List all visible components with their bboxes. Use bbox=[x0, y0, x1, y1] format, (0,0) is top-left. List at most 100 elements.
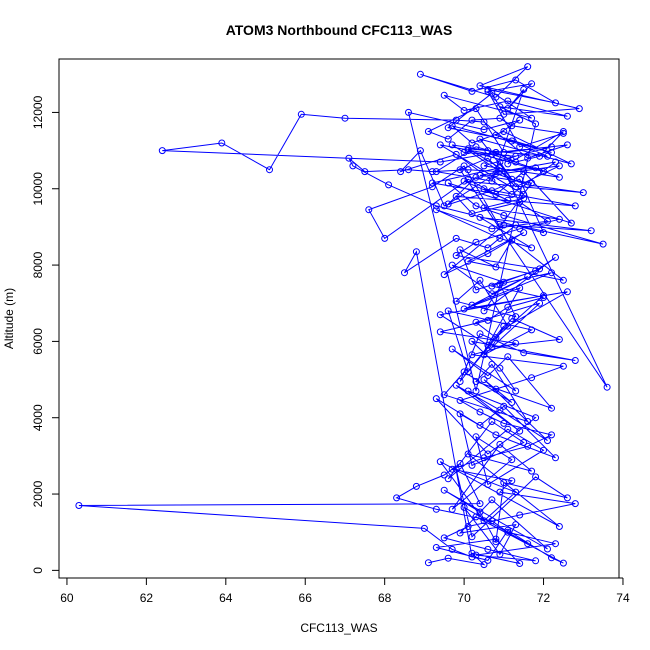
data-point bbox=[464, 147, 472, 155]
data-point bbox=[492, 535, 500, 543]
data-point bbox=[472, 551, 480, 559]
data-point bbox=[472, 143, 480, 151]
data-point bbox=[436, 458, 444, 466]
data-point bbox=[440, 486, 448, 494]
data-point bbox=[552, 158, 559, 166]
data-point bbox=[476, 135, 484, 143]
data-point bbox=[603, 383, 611, 391]
data-point bbox=[520, 229, 528, 237]
data-point bbox=[496, 114, 504, 122]
data-point bbox=[488, 360, 496, 368]
data-point bbox=[559, 362, 567, 370]
data-point bbox=[512, 488, 520, 496]
data-point bbox=[524, 273, 532, 280]
data-point bbox=[571, 500, 579, 508]
data-point bbox=[504, 105, 512, 113]
data-point bbox=[460, 149, 468, 156]
data-point bbox=[444, 200, 452, 208]
data-point bbox=[504, 196, 512, 204]
data-point bbox=[452, 252, 460, 259]
data-point bbox=[452, 234, 460, 242]
data-point bbox=[456, 246, 464, 254]
data-point bbox=[484, 341, 492, 349]
data-point bbox=[484, 316, 492, 324]
data-point bbox=[480, 351, 488, 359]
data-point bbox=[540, 168, 547, 176]
data-point bbox=[440, 91, 448, 99]
data-point bbox=[500, 128, 508, 135]
data-point bbox=[520, 168, 528, 176]
data-point bbox=[436, 328, 444, 336]
data-point bbox=[365, 206, 373, 214]
data-point bbox=[480, 162, 488, 170]
data-point bbox=[508, 456, 516, 464]
data-point bbox=[555, 215, 563, 223]
data-point bbox=[468, 139, 476, 147]
data-point bbox=[500, 278, 508, 286]
data-point bbox=[512, 339, 520, 347]
data-point bbox=[504, 160, 512, 168]
data-point bbox=[484, 545, 492, 553]
data-point bbox=[552, 253, 559, 261]
data-point bbox=[432, 202, 440, 210]
data-point bbox=[405, 108, 412, 116]
data-point bbox=[548, 431, 555, 439]
data-point bbox=[555, 162, 563, 170]
data-point bbox=[464, 387, 472, 395]
data-point bbox=[484, 147, 492, 155]
data-point bbox=[436, 141, 444, 149]
data-point bbox=[472, 433, 480, 441]
data-point bbox=[532, 120, 540, 128]
data-point bbox=[464, 257, 472, 265]
data-point bbox=[472, 387, 480, 395]
data-point bbox=[468, 533, 476, 541]
data-point bbox=[563, 141, 571, 149]
data-point bbox=[476, 213, 484, 221]
data-point bbox=[508, 315, 516, 322]
data-point bbox=[412, 482, 420, 490]
data-point bbox=[488, 187, 496, 195]
data-point bbox=[492, 431, 500, 439]
data-point bbox=[460, 162, 468, 170]
data-point bbox=[412, 248, 420, 256]
data-point bbox=[480, 517, 488, 525]
data-point bbox=[440, 391, 448, 399]
data-point bbox=[484, 154, 492, 162]
data-point bbox=[599, 240, 607, 248]
data-point bbox=[460, 177, 468, 185]
data-point bbox=[504, 322, 512, 330]
data-point bbox=[480, 307, 488, 315]
data-point bbox=[508, 137, 516, 145]
data-point bbox=[524, 540, 532, 548]
data-point bbox=[516, 143, 524, 151]
y-tick-label: 0 bbox=[31, 567, 45, 574]
x-tick-label: 72 bbox=[537, 591, 551, 605]
data-point bbox=[488, 290, 496, 298]
data-point bbox=[575, 105, 583, 113]
data-point bbox=[436, 311, 444, 319]
data-point bbox=[508, 477, 516, 485]
data-point bbox=[484, 244, 492, 252]
data-point bbox=[448, 545, 456, 553]
data-point bbox=[448, 465, 456, 473]
data-point bbox=[476, 500, 484, 508]
data-point bbox=[492, 385, 500, 393]
data-point bbox=[544, 545, 551, 553]
data-point bbox=[528, 374, 536, 382]
data-point bbox=[460, 368, 468, 376]
data-point bbox=[472, 238, 480, 246]
data-point bbox=[297, 110, 305, 118]
data-point bbox=[460, 107, 468, 114]
data-point bbox=[528, 179, 536, 187]
data-point bbox=[341, 114, 349, 122]
y-tick-label: 4000 bbox=[31, 404, 45, 431]
data-point bbox=[520, 349, 528, 357]
data-point bbox=[393, 494, 401, 502]
data-point bbox=[548, 143, 555, 151]
data-point bbox=[520, 86, 528, 93]
data-point bbox=[416, 70, 424, 78]
data-point bbox=[472, 105, 480, 113]
data-point bbox=[266, 166, 273, 174]
data-point bbox=[552, 454, 559, 462]
